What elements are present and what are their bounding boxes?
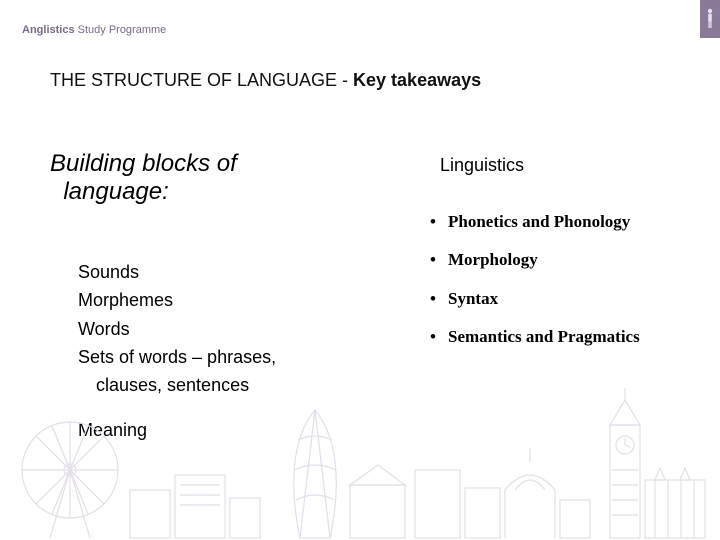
list-item: clauses, sentences xyxy=(78,373,358,397)
list-item: Phonetics and Phonology xyxy=(428,212,668,232)
header-rest: Study Programme xyxy=(75,24,167,36)
title-bold: Key takeaways xyxy=(353,70,481,90)
left-list: Sounds Morphemes Words Sets of words – p… xyxy=(78,260,358,401)
person-icon xyxy=(705,8,715,30)
left-heading-line2: language: xyxy=(63,178,168,205)
right-heading: Linguistics xyxy=(440,155,524,176)
left-heading-line1: Building blocks of xyxy=(50,150,237,177)
list-item: Sounds xyxy=(78,260,358,284)
list-item: Morphemes xyxy=(78,288,358,312)
meaning-label: Meaning xyxy=(78,420,147,441)
list-item: Syntax xyxy=(428,289,668,309)
right-list: Phonetics and Phonology Morphology Synta… xyxy=(428,212,668,366)
header-bold: Anglistics xyxy=(22,24,75,36)
page-title: THE STRUCTURE OF LANGUAGE - Key takeaway… xyxy=(50,70,481,91)
list-item: Semantics and Pragmatics xyxy=(428,327,668,347)
title-prefix: THE STRUCTURE OF LANGUAGE - xyxy=(50,70,353,90)
corner-badge xyxy=(700,0,720,38)
list-item: Words xyxy=(78,317,358,341)
programme-header: Anglistics Study Programme xyxy=(22,24,166,36)
list-item: Sets of words – phrases, xyxy=(78,345,358,369)
left-heading: Building blocks of language: xyxy=(50,150,350,205)
list-item: Morphology xyxy=(428,250,668,270)
